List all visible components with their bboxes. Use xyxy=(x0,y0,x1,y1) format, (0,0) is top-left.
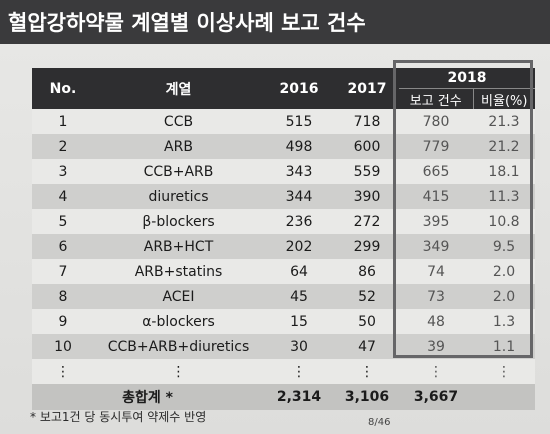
row-2016: 45 xyxy=(263,284,335,309)
row-class: CCB xyxy=(94,109,263,134)
row-2017: 390 xyxy=(335,184,399,209)
table-body: 1 CCB 515 718 780 21.3 2 ARB 498 600 779 21.2 3 CCB+A… xyxy=(32,109,535,384)
table-row: 3 CCB+ARB 343 559 665 18.1 xyxy=(32,159,535,184)
row-no: 8 xyxy=(32,284,94,309)
header-ratio: 비율(%) xyxy=(472,88,535,109)
total-label: 총합계 * xyxy=(32,384,263,410)
table-row: 4 diuretics 344 390 415 11.3 xyxy=(32,184,535,209)
total-reports: 3,667 xyxy=(399,384,473,410)
table-row: 7 ARB+statins 64 86 74 2.0 xyxy=(32,259,535,284)
row-2017: ⋮ xyxy=(335,359,399,384)
row-ratio: ⋮ xyxy=(473,359,535,384)
row-reports: 415 xyxy=(399,184,473,209)
row-no: 9 xyxy=(32,309,94,334)
row-reports: 39 xyxy=(399,334,473,359)
row-2017: 86 xyxy=(335,259,399,284)
row-class: α-blockers xyxy=(94,309,263,334)
row-ratio: 1.1 xyxy=(473,334,535,359)
page-number: 8/46 xyxy=(368,417,391,428)
row-2017: 559 xyxy=(335,159,399,184)
row-ratio: 1.3 xyxy=(473,309,535,334)
row-2016: 15 xyxy=(263,309,335,334)
row-ratio: 10.8 xyxy=(473,209,535,234)
row-2017: 600 xyxy=(335,134,399,159)
header-2016: 2016 xyxy=(263,68,335,109)
row-2016: 515 xyxy=(263,109,335,134)
row-class: ⋮ xyxy=(94,359,263,384)
row-no: 5 xyxy=(32,209,94,234)
row-2016: ⋮ xyxy=(263,359,335,384)
row-2016: 343 xyxy=(263,159,335,184)
row-ratio: 21.2 xyxy=(473,134,535,159)
row-class: CCB+ARB+diuretics xyxy=(94,334,263,359)
row-ratio: 21.3 xyxy=(473,109,535,134)
table-row: 2 ARB 498 600 779 21.2 xyxy=(32,134,535,159)
row-2017: 272 xyxy=(335,209,399,234)
table-row: 1 CCB 515 718 780 21.3 xyxy=(32,109,535,134)
row-no: 1 xyxy=(32,109,94,134)
row-class: CCB+ARB xyxy=(94,159,263,184)
title-bar: 혈압강하약물 계열별 이상사례 보고 건수 xyxy=(0,0,550,44)
header-2017: 2017 xyxy=(335,68,399,109)
row-no: 7 xyxy=(32,259,94,284)
row-reports: ⋮ xyxy=(399,359,473,384)
row-reports: 665 xyxy=(399,159,473,184)
row-2016: 498 xyxy=(263,134,335,159)
row-reports: 779 xyxy=(399,134,473,159)
row-ratio: 18.1 xyxy=(473,159,535,184)
header-2018: 2018 xyxy=(399,68,535,89)
row-class: ARB+statins xyxy=(94,259,263,284)
total-2016: 2,314 xyxy=(263,384,335,410)
adverse-event-table: No. 계열 2016 2017 2018 보고 건수 비율(%) 1 CCB 51… xyxy=(32,68,535,410)
row-no: 4 xyxy=(32,184,94,209)
row-2016: 64 xyxy=(263,259,335,284)
row-no: 6 xyxy=(32,234,94,259)
row-no: 3 xyxy=(32,159,94,184)
table-row: 6 ARB+HCT 202 299 349 9.5 xyxy=(32,234,535,259)
row-2016: 236 xyxy=(263,209,335,234)
row-ratio: 2.0 xyxy=(473,284,535,309)
row-class: ARB+HCT xyxy=(94,234,263,259)
row-reports: 73 xyxy=(399,284,473,309)
header-class: 계열 xyxy=(94,68,263,109)
row-class: ACEI xyxy=(94,284,263,309)
table-row: 5 β-blockers 236 272 395 10.8 xyxy=(32,209,535,234)
header-reports: 보고 건수 xyxy=(399,88,473,109)
row-class: ARB xyxy=(94,134,263,159)
table-row: 10 CCB+ARB+diuretics 30 47 39 1.1 xyxy=(32,334,535,359)
row-2016: 344 xyxy=(263,184,335,209)
row-2017: 50 xyxy=(335,309,399,334)
row-2016: 30 xyxy=(263,334,335,359)
row-no: ⋮ xyxy=(32,359,94,384)
table-row: 9 α-blockers 15 50 48 1.3 xyxy=(32,309,535,334)
row-2017: 718 xyxy=(335,109,399,134)
row-reports: 395 xyxy=(399,209,473,234)
total-ratio xyxy=(473,384,535,410)
row-ratio: 2.0 xyxy=(473,259,535,284)
row-reports: 48 xyxy=(399,309,473,334)
header-no: No. xyxy=(32,68,94,109)
row-2017: 47 xyxy=(335,334,399,359)
row-class: β-blockers xyxy=(94,209,263,234)
table-row: 8 ACEI 45 52 73 2.0 xyxy=(32,284,535,309)
row-ratio: 11.3 xyxy=(473,184,535,209)
page-title: 혈압강하약물 계열별 이상사례 보고 건수 xyxy=(8,11,366,35)
row-class: diuretics xyxy=(94,184,263,209)
total-row: 총합계 * 2,314 3,106 3,667 xyxy=(32,384,535,410)
row-no: 10 xyxy=(32,334,94,359)
total-2017: 3,106 xyxy=(335,384,399,410)
row-ratio: 9.5 xyxy=(473,234,535,259)
row-2017: 52 xyxy=(335,284,399,309)
table-row: ⋮ ⋮ ⋮ ⋮ ⋮ ⋮ xyxy=(32,359,535,384)
row-reports: 349 xyxy=(399,234,473,259)
row-2016: 202 xyxy=(263,234,335,259)
row-2017: 299 xyxy=(335,234,399,259)
footnote: * 보고1건 당 동시투여 약제수 반영 xyxy=(30,410,207,424)
row-no: 2 xyxy=(32,134,94,159)
row-reports: 780 xyxy=(399,109,473,134)
row-reports: 74 xyxy=(399,259,473,284)
